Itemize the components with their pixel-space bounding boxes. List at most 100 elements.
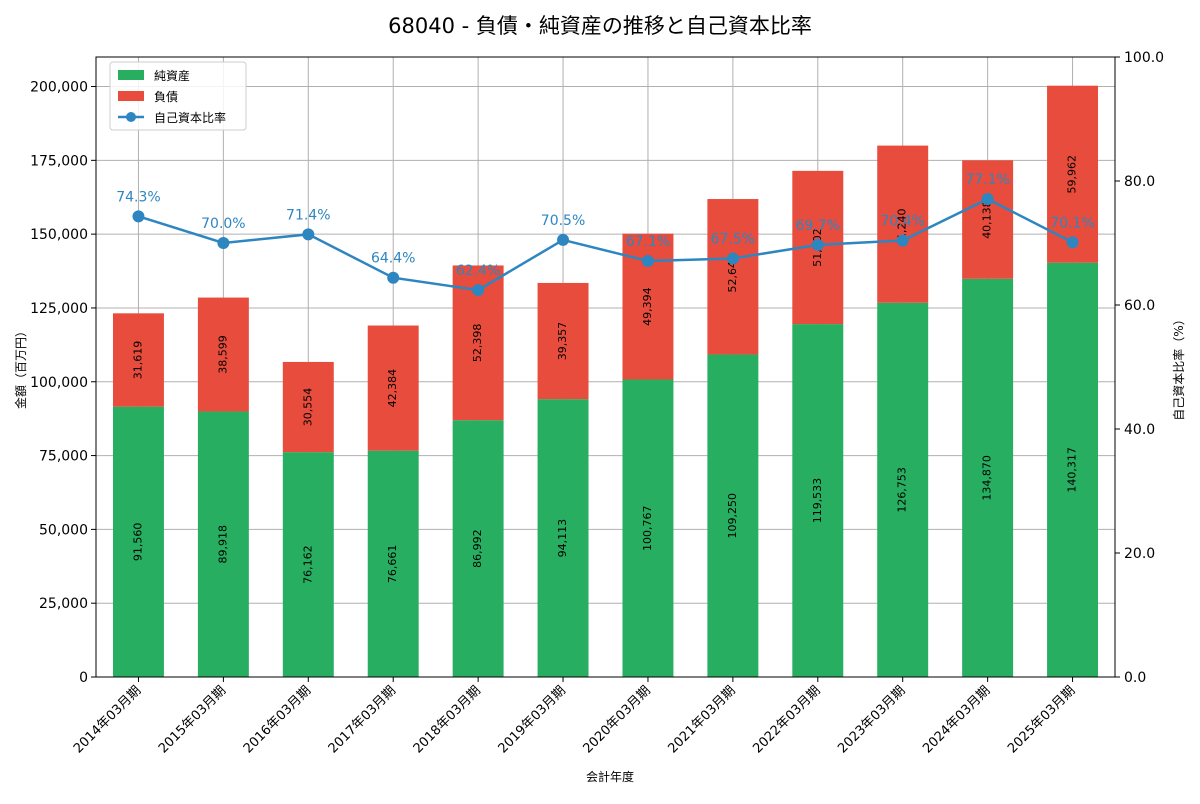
ratio-line <box>138 197 1074 292</box>
y-tick-label: 100,000 <box>30 375 88 391</box>
bar-value-label-liabilities: 30,554 <box>301 388 314 427</box>
x-tick-label: 2025年03月期 <box>1005 683 1078 756</box>
y2-tick-label: 0.0 <box>1124 670 1146 686</box>
x-tick-label: 2021年03月期 <box>665 683 738 756</box>
y2-axis-label: 自己資本比率（%） <box>1171 313 1186 420</box>
y2-tick-label: 80.0 <box>1124 174 1155 190</box>
ratio-point <box>472 284 485 297</box>
bar-net-assets <box>112 406 164 677</box>
bar-liabilities <box>197 297 249 412</box>
y-tick-label: 150,000 <box>30 227 88 243</box>
bar-net-assets <box>452 420 504 677</box>
ratio-point <box>217 237 230 249</box>
ratio-point <box>896 234 909 247</box>
y-tick-label: 50,000 <box>39 522 88 538</box>
ratio-value-label: 62.4% <box>456 263 500 279</box>
bar-net-assets <box>537 399 589 677</box>
y-tick-label: 200,000 <box>30 80 88 96</box>
bar-net-assets <box>707 354 759 677</box>
bar-net-assets <box>282 452 334 677</box>
bar-value-label-liabilities: 52,398 <box>471 324 484 363</box>
bar-liabilities <box>877 145 929 303</box>
bar-value-label-net-assets: 100,767 <box>641 505 654 551</box>
ratio-point <box>811 238 824 251</box>
x-tick-label: 2018年03月期 <box>411 683 484 756</box>
bar-value-label-liabilities: 1,240 <box>896 208 909 240</box>
ratio-value-label: 77.1% <box>965 172 1009 188</box>
bar-value-label-liabilities: 59,962 <box>1066 155 1079 194</box>
x-tick-label: 2016年03月期 <box>241 683 314 756</box>
bar-value-label-net-assets: 76,661 <box>386 545 399 584</box>
y2-tick-label: 20.0 <box>1124 546 1155 562</box>
ratio-value-label: 64.4% <box>371 251 415 267</box>
x-tick-label: 2014年03月期 <box>71 683 144 756</box>
bar-liabilities <box>282 361 334 453</box>
bar-value-label-net-assets: 140,317 <box>1066 447 1079 493</box>
y-tick-label: 25,000 <box>39 596 88 612</box>
bar-value-label-net-assets: 94,113 <box>556 519 569 558</box>
ratio-value-label: 70.0% <box>201 216 245 232</box>
x-axis-label: 会計年度 <box>586 769 634 784</box>
x-tick-label: 2019年03月期 <box>496 683 569 756</box>
y-tick-label: 75,000 <box>39 449 88 465</box>
x-tick-label: 2020年03月期 <box>581 683 654 756</box>
chart-title: 68040 - 負債・純資産の推移と自己資本比率 <box>388 14 812 38</box>
bar-value-label-net-assets: 91,560 <box>131 523 144 562</box>
y-axis-label: 金額（百万円） <box>13 325 28 409</box>
ratio-value-label: 74.3% <box>116 189 160 205</box>
x-tick-label: 2017年03月期 <box>326 683 399 756</box>
bar-liabilities <box>112 313 164 407</box>
ratio-value-label: 67.1% <box>626 234 670 250</box>
ratio-point <box>981 192 994 205</box>
bar-value-label-net-assets: 134,870 <box>981 455 994 501</box>
bar-liabilities <box>707 199 759 355</box>
x-tick-label: 2023年03月期 <box>835 683 908 756</box>
bar-value-label-net-assets: 76,162 <box>301 545 314 584</box>
x-tick-label: 2022年03月期 <box>750 683 823 756</box>
ratio-point <box>387 271 400 284</box>
y2-tick-label: 60.0 <box>1124 298 1155 314</box>
ratio-point <box>726 252 739 265</box>
x-tick-label: 2015年03月期 <box>156 683 229 756</box>
ratio-point <box>1066 236 1079 249</box>
bar-liabilities <box>367 325 419 451</box>
bar-net-assets <box>962 278 1014 677</box>
bar-value-label-liabilities: 31,619 <box>131 341 144 380</box>
bar-net-assets <box>622 379 674 677</box>
bar-value-label-net-assets: 126,753 <box>896 467 909 513</box>
bar-liabilities <box>962 160 1014 279</box>
ratio-value-label: 70.5% <box>541 213 585 229</box>
bar-value-label-liabilities: 49,394 <box>641 287 654 326</box>
bar-value-label-net-assets: 89,918 <box>216 525 229 564</box>
bar-net-assets <box>197 411 249 677</box>
plot-frame <box>95 56 1116 678</box>
y-tick-label: 125,000 <box>30 301 88 317</box>
legend-label-ratio: 自己資本比率 <box>154 110 226 125</box>
legend-label-liabilities: 負債 <box>154 89 178 104</box>
bar-value-label-liabilities: 38,599 <box>216 335 229 374</box>
legend-swatch-liabilities <box>118 91 144 101</box>
bar-liabilities <box>537 282 589 400</box>
ratio-point <box>302 228 315 241</box>
bar-value-label-liabilities: 52,64 <box>726 261 739 293</box>
y-tick-label: 175,000 <box>30 153 88 169</box>
ratio-value-label: 70.4% <box>880 214 924 230</box>
legend-swatch-net-assets <box>118 70 144 80</box>
x-tick-label: 2024年03月期 <box>920 683 993 756</box>
ratio-value-label: 69.7% <box>796 218 840 234</box>
y2-tick-label: 40.0 <box>1124 422 1155 438</box>
bar-value-label-liabilities: 42,384 <box>386 369 399 408</box>
ratio-value-label: 70.1% <box>1050 215 1094 231</box>
bar-net-assets <box>367 450 419 677</box>
legend-swatch-ratio-marker <box>126 112 136 122</box>
bar-net-assets <box>1047 262 1099 677</box>
ratio-point <box>641 254 654 267</box>
bar-value-label-net-assets: 86,992 <box>471 529 484 568</box>
bar-value-label-liabilities: 40,138 <box>981 200 994 239</box>
bar-value-label-liabilities: 39,357 <box>556 322 569 361</box>
ratio-value-label: 67.5% <box>711 232 755 248</box>
bar-value-label-net-assets: 109,250 <box>726 493 739 539</box>
bar-value-label-net-assets: 119,533 <box>811 478 824 524</box>
